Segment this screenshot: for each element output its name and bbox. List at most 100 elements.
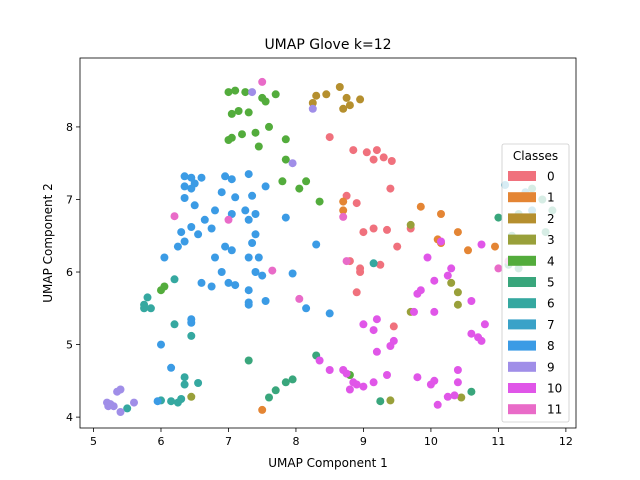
point-class-8 [217, 268, 226, 276]
point-class-10 [450, 391, 459, 400]
point-class-0 [342, 191, 351, 200]
point-class-8 [312, 240, 321, 249]
point-class-2 [335, 83, 344, 91]
point-class-8 [248, 191, 257, 200]
point-class-8 [227, 246, 236, 255]
legend-label-6: 6 [547, 297, 555, 311]
point-class-8 [288, 269, 297, 278]
legend-label-8: 8 [547, 339, 555, 353]
point-class-8 [244, 286, 253, 295]
point-class-0 [386, 184, 395, 193]
point-class-5 [376, 397, 385, 406]
point-class-5 [467, 387, 476, 396]
y-tick-label: 7 [66, 193, 73, 206]
legend-label-5: 5 [547, 276, 555, 290]
legend-swatch-5 [508, 277, 536, 287]
point-class-6 [177, 395, 186, 403]
point-class-10 [430, 376, 439, 385]
point-class-10 [453, 366, 462, 374]
legend-swatch-9 [508, 361, 536, 372]
point-class-8 [261, 297, 270, 305]
point-class-5 [265, 393, 273, 402]
point-class-3 [457, 393, 466, 402]
point-class-1 [437, 210, 445, 218]
point-class-6 [170, 320, 179, 329]
point-class-8 [227, 210, 236, 218]
point-class-9 [116, 385, 125, 394]
point-class-4 [241, 88, 250, 97]
point-class-3 [453, 300, 462, 309]
point-class-4 [251, 128, 260, 137]
point-class-4 [244, 108, 253, 117]
point-class-8 [194, 230, 203, 239]
points-layer [103, 77, 557, 416]
point-class-0 [389, 322, 398, 331]
point-class-10 [352, 380, 361, 389]
point-class-8 [217, 188, 226, 197]
legend-title: Classes [513, 149, 558, 163]
legend-swatch-6 [508, 298, 536, 309]
point-class-10 [416, 286, 425, 295]
point-class-2 [345, 101, 354, 110]
point-class-4 [278, 177, 287, 186]
legend-label-2: 2 [547, 212, 555, 226]
point-class-3 [187, 392, 196, 401]
x-tick-label: 11 [491, 435, 505, 448]
point-class-10 [433, 400, 442, 409]
point-class-10 [430, 276, 439, 285]
point-class-1 [491, 242, 499, 251]
point-class-10 [372, 315, 381, 324]
point-class-4 [265, 122, 273, 131]
point-class-10 [437, 237, 445, 246]
point-class-8 [251, 230, 260, 239]
point-class-3 [453, 288, 462, 297]
point-class-9 [248, 88, 257, 97]
point-class-10 [386, 342, 395, 350]
point-class-9 [288, 159, 297, 168]
point-class-3 [406, 220, 415, 229]
point-class-10 [480, 320, 489, 329]
legend-label-3: 3 [547, 233, 555, 247]
point-class-10 [430, 307, 439, 316]
point-class-6 [146, 304, 155, 313]
point-class-0 [379, 153, 388, 162]
point-class-6 [180, 373, 189, 382]
point-class-8 [325, 309, 334, 318]
point-class-6 [167, 397, 176, 406]
point-class-11 [494, 264, 503, 273]
y-tick-label: 8 [66, 121, 73, 134]
point-class-0 [356, 268, 365, 276]
point-class-0 [359, 228, 368, 237]
point-class-2 [342, 93, 351, 102]
legend-label-4: 4 [547, 254, 555, 268]
point-class-0 [349, 146, 358, 155]
point-class-1 [258, 405, 267, 414]
point-class-5 [288, 375, 297, 384]
point-class-3 [386, 396, 395, 405]
point-class-8 [261, 182, 270, 191]
point-class-11 [342, 257, 351, 266]
point-class-4 [224, 136, 233, 144]
point-class-10 [372, 347, 381, 356]
point-class-8 [258, 271, 267, 280]
point-class-8 [248, 239, 257, 247]
point-class-9 [109, 402, 118, 411]
point-class-10 [410, 307, 418, 316]
x-tick-label: 8 [292, 435, 299, 448]
point-class-5 [244, 356, 253, 365]
point-class-0 [352, 199, 361, 208]
y-tick-label: 5 [66, 339, 73, 352]
point-class-4 [261, 97, 270, 106]
point-class-4 [271, 90, 280, 99]
x-axis-label: UMAP Component 1 [268, 456, 388, 470]
point-class-1 [416, 202, 425, 211]
point-class-6 [140, 304, 149, 313]
legend-label-0: 0 [547, 170, 555, 184]
point-class-8 [173, 242, 182, 251]
point-class-4 [254, 142, 263, 151]
legend-label-7: 7 [547, 318, 555, 332]
point-class-0 [387, 157, 396, 165]
legend-swatch-8 [508, 340, 536, 351]
point-class-6 [187, 331, 196, 340]
